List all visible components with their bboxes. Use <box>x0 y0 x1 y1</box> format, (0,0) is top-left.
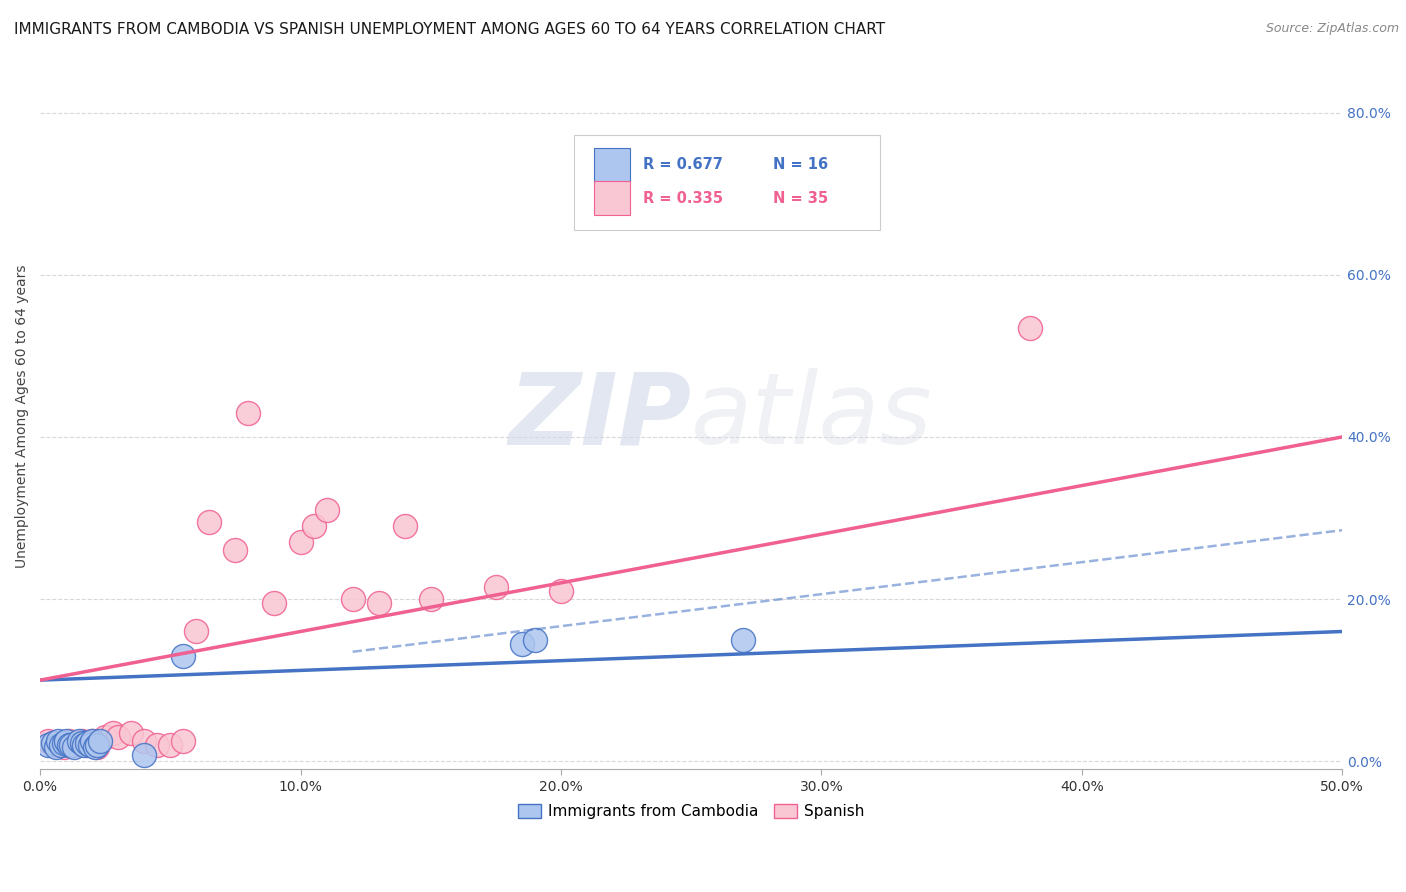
Point <box>58 738 80 752</box>
Point <box>52 739 75 754</box>
Point <box>485 580 508 594</box>
Point <box>37 738 59 752</box>
Point <box>70 734 93 748</box>
Point <box>76 738 98 752</box>
Point <box>315 503 337 517</box>
Point <box>86 739 108 754</box>
Bar <box>593 181 630 215</box>
Point <box>120 726 142 740</box>
Point <box>523 632 546 647</box>
Point <box>83 739 105 754</box>
Point <box>172 734 194 748</box>
Point <box>198 515 221 529</box>
Text: atlas: atlas <box>692 368 932 466</box>
Point <box>146 738 169 752</box>
Point <box>52 736 75 750</box>
Point <box>63 739 86 754</box>
Point <box>89 734 111 748</box>
Point <box>342 592 364 607</box>
Point <box>758 186 780 201</box>
Point <box>82 734 104 748</box>
Point <box>224 543 246 558</box>
Text: N = 35: N = 35 <box>773 191 828 205</box>
Point <box>367 596 389 610</box>
Point <box>290 535 312 549</box>
Point <box>49 738 72 752</box>
Point <box>1018 320 1040 334</box>
Point <box>55 734 77 748</box>
Y-axis label: Unemployment Among Ages 60 to 64 years: Unemployment Among Ages 60 to 64 years <box>15 265 30 568</box>
Point <box>42 736 65 750</box>
Text: Source: ZipAtlas.com: Source: ZipAtlas.com <box>1265 22 1399 36</box>
Point <box>263 596 285 610</box>
Point <box>67 736 90 750</box>
Bar <box>593 148 630 182</box>
Point <box>101 726 124 740</box>
Point <box>733 632 755 647</box>
Text: R = 0.335: R = 0.335 <box>643 191 723 205</box>
Point <box>172 648 194 663</box>
Text: IMMIGRANTS FROM CAMBODIA VS SPANISH UNEMPLOYMENT AMONG AGES 60 TO 64 YEARS CORRE: IMMIGRANTS FROM CAMBODIA VS SPANISH UNEM… <box>14 22 886 37</box>
Point <box>76 735 98 749</box>
Point <box>86 738 108 752</box>
Point <box>107 730 129 744</box>
Point <box>302 519 325 533</box>
Point <box>60 738 83 752</box>
Point <box>37 734 59 748</box>
Point <box>550 584 572 599</box>
Text: ZIP: ZIP <box>508 368 692 466</box>
Point <box>58 734 80 748</box>
Point <box>394 519 416 533</box>
Point <box>186 624 208 639</box>
Point <box>159 738 181 752</box>
Point <box>46 738 69 752</box>
Point <box>67 734 90 748</box>
Point <box>94 730 117 744</box>
Legend: Immigrants from Cambodia, Spanish: Immigrants from Cambodia, Spanish <box>512 797 870 825</box>
Text: R = 0.677: R = 0.677 <box>643 157 723 172</box>
Point <box>82 734 104 748</box>
Point <box>79 738 101 752</box>
Point <box>70 736 93 750</box>
Point <box>510 637 533 651</box>
Point <box>46 734 69 748</box>
Point <box>45 739 67 754</box>
Point <box>238 406 260 420</box>
FancyBboxPatch shape <box>574 135 880 230</box>
Point <box>63 738 86 752</box>
Point <box>134 747 156 762</box>
Point <box>42 736 65 750</box>
Point <box>73 738 96 752</box>
Point <box>134 734 156 748</box>
Point <box>419 592 441 607</box>
Text: N = 16: N = 16 <box>773 157 828 172</box>
